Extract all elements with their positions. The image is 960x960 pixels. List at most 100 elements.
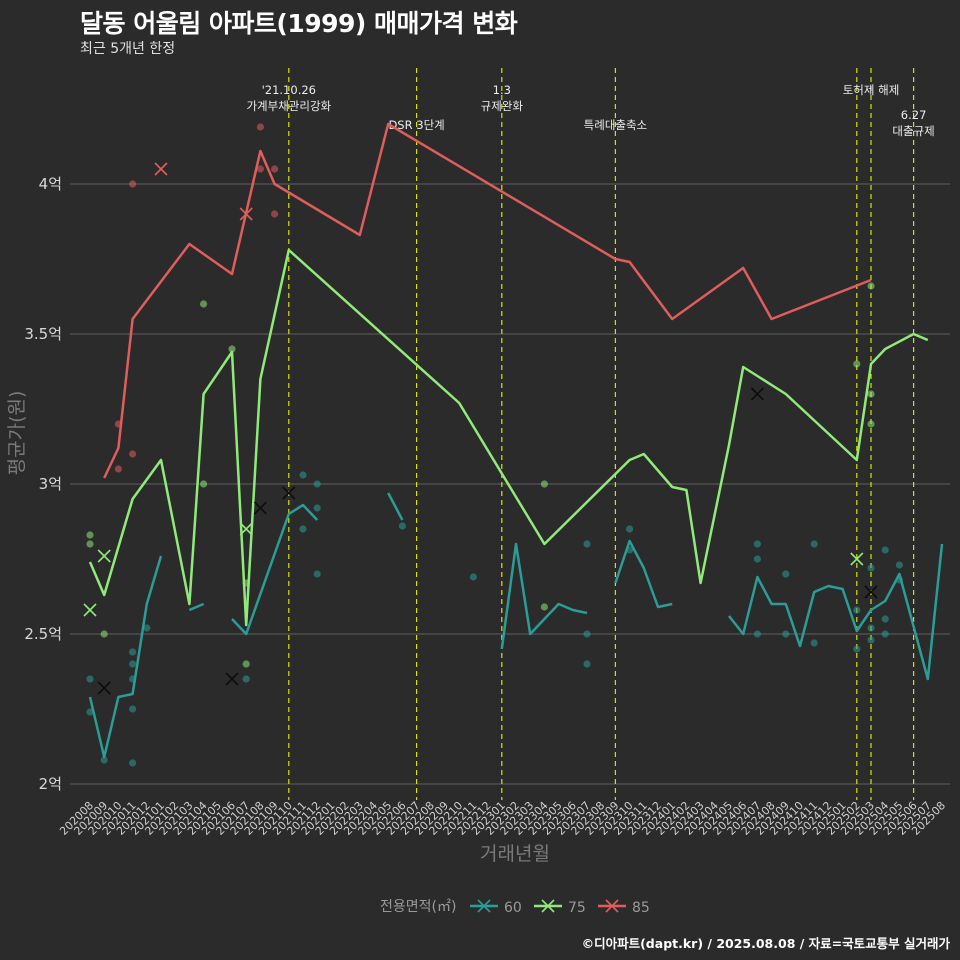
data-point-60 <box>583 630 591 638</box>
cancel-marker-x <box>239 522 253 536</box>
data-point-60 <box>583 540 591 548</box>
event-label: 6.27 <box>901 108 927 122</box>
series-line-60 <box>728 543 944 681</box>
data-point-60 <box>867 624 875 632</box>
legend-item-75: 75 <box>568 900 586 916</box>
data-point-60 <box>86 708 94 716</box>
cancel-marker-85 <box>239 207 253 221</box>
y-tick-label: 3억 <box>39 475 62 493</box>
data-point-60 <box>583 660 591 668</box>
cancel-marker-60 <box>750 387 764 401</box>
event-label: 특례대출축소 <box>584 118 647 132</box>
cancel-marker-x <box>225 672 239 686</box>
data-point-85 <box>129 180 137 188</box>
cancel-marker-x <box>83 603 97 617</box>
data-point-60 <box>398 522 406 530</box>
data-point-85 <box>114 465 122 473</box>
cancel-marker-75 <box>850 552 864 566</box>
event-label: 토허제 해제 <box>843 83 900 97</box>
data-point-60 <box>299 471 307 479</box>
data-point-60 <box>782 630 790 638</box>
data-point-75 <box>200 300 208 308</box>
cancel-marker-x <box>97 549 111 563</box>
cancel-marker-85 <box>154 162 168 176</box>
data-point-60 <box>313 480 321 488</box>
data-point-60 <box>753 555 762 563</box>
y-tick-label: 4억 <box>39 175 62 193</box>
y-tick-label: 2억 <box>39 775 62 793</box>
legend-key-x <box>605 899 619 913</box>
data-point-85 <box>256 123 264 131</box>
event-label: '21.10.26 <box>262 83 316 97</box>
data-point-60 <box>100 756 108 764</box>
cancel-marker-x <box>850 552 864 566</box>
cancel-marker-x <box>864 585 878 599</box>
data-point-60 <box>129 660 137 668</box>
data-point-60 <box>299 525 307 533</box>
data-point-60 <box>810 639 818 647</box>
chart-title: 달동 어울림 아파트(1999) 매매가격 변화 <box>80 9 518 38</box>
source-caption: ©디아파트(dapt.kr) / 2025.08.08 / 자료=국토교통부 실… <box>581 936 950 951</box>
data-point-85 <box>129 450 137 458</box>
data-point-60 <box>242 675 250 683</box>
data-point-75 <box>540 480 549 488</box>
data-point-75 <box>867 420 875 428</box>
data-point-75 <box>867 390 875 398</box>
cancel-marker-60 <box>225 672 239 686</box>
data-point-60 <box>86 675 94 683</box>
cancel-marker-75 <box>239 522 253 536</box>
cancel-marker-60 <box>253 501 267 515</box>
data-point-60 <box>853 645 861 653</box>
legend-item-85: 85 <box>632 900 650 916</box>
data-point-75 <box>86 540 94 548</box>
data-point-75 <box>867 282 875 290</box>
data-point-60 <box>129 705 137 713</box>
cancel-marker-x <box>750 387 764 401</box>
cancel-marker-x <box>154 162 168 176</box>
legend: 전용면적(㎡) 60 75 85 <box>380 899 650 916</box>
cancel-marker-75 <box>97 549 111 563</box>
data-point-60 <box>881 615 889 623</box>
cancel-marker-75 <box>83 603 97 617</box>
data-point-75 <box>200 480 208 488</box>
cancel-marker-x <box>282 486 296 500</box>
x-axis-title: 거래년월 <box>480 843 550 865</box>
data-point-60 <box>867 636 875 644</box>
event-label: 대출규제 <box>892 124 934 138</box>
legend-key-x <box>541 899 555 913</box>
cancel-marker-x <box>239 207 253 221</box>
y-tick-label: 3.5억 <box>24 325 62 343</box>
event-label: 규제완화 <box>481 99 524 113</box>
data-point-75 <box>242 660 250 668</box>
series-line-85 <box>103 122 872 479</box>
data-point-85 <box>271 210 279 218</box>
series-line-75 <box>88 248 929 627</box>
data-point-75 <box>100 630 108 638</box>
data-point-60 <box>881 546 889 554</box>
data-point-60 <box>810 540 818 548</box>
cancel-marker-x <box>253 501 267 515</box>
series-line-60 <box>614 539 673 609</box>
legend-title: 전용면적(㎡) <box>380 899 456 915</box>
cancel-marker-60 <box>864 585 878 599</box>
data-point-60 <box>753 630 762 638</box>
series-line-60 <box>231 503 319 636</box>
y-tick-label: 2.5억 <box>24 625 62 643</box>
cancel-marker-60 <box>97 681 111 695</box>
data-point-60 <box>469 573 477 581</box>
series-line-60 <box>188 602 205 612</box>
data-point-75 <box>228 345 236 353</box>
data-point-85 <box>271 165 279 173</box>
chart-subtitle: 최근 5개년 한정 <box>80 41 176 57</box>
legend-key-x <box>477 899 491 913</box>
legend-item-60: 60 <box>504 900 522 916</box>
y-axis-title: 평균가(원) <box>6 391 28 476</box>
cancel-marker-60 <box>282 486 296 500</box>
data-point-60 <box>867 564 875 572</box>
event-label: 가계부채관리강화 <box>246 99 331 113</box>
event-label: DSR 3단계 <box>388 118 444 132</box>
series-line-60 <box>500 542 588 650</box>
data-point-60 <box>129 759 137 767</box>
data-point-60 <box>313 504 321 512</box>
